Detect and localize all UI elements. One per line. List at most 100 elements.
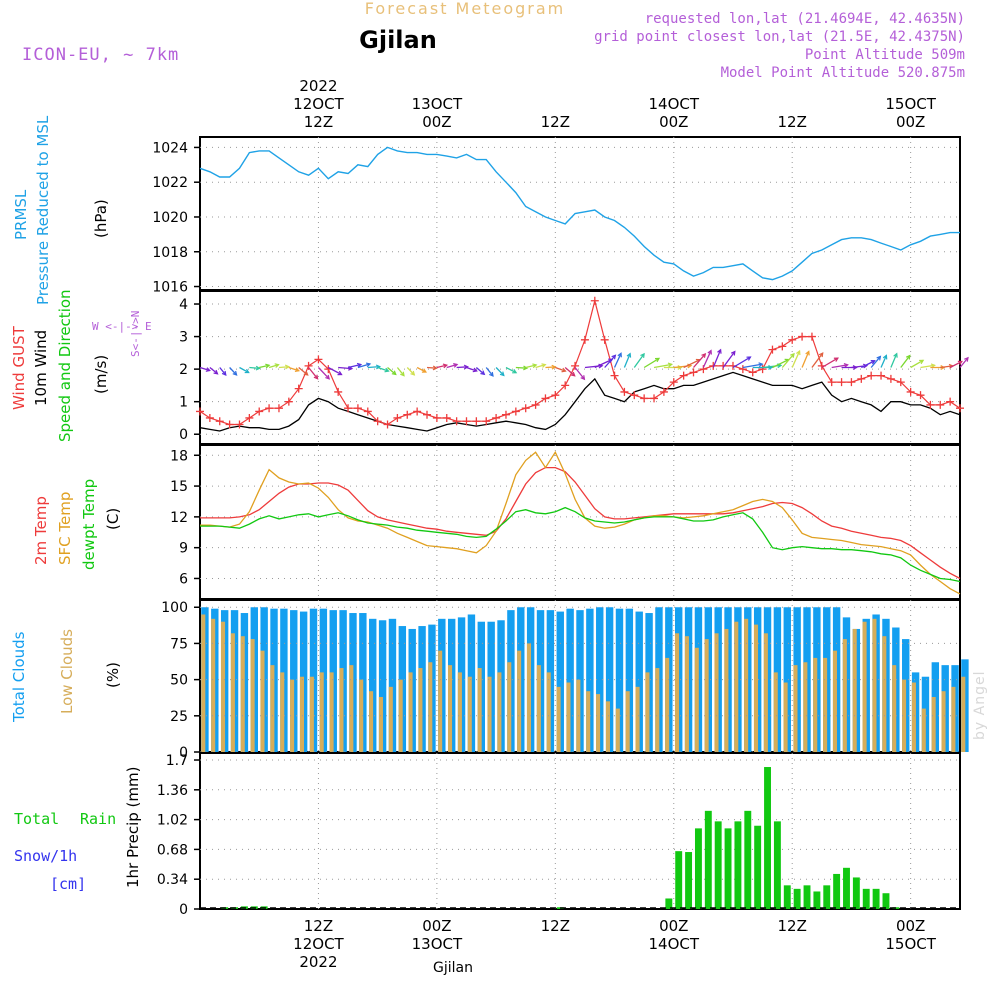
low-cloud-bar (951, 686, 956, 752)
y-tick-label: 1.7 (166, 753, 188, 769)
wind-arrow (288, 366, 300, 372)
wind-arrow-head (964, 356, 969, 362)
precip-grid (200, 753, 960, 909)
low-cloud-bar (734, 621, 739, 752)
wind-arrow (475, 367, 485, 375)
bottom-time-label: 2022 (299, 953, 337, 971)
low-cloud-bar (625, 691, 630, 752)
wind-arrow-head (421, 368, 428, 373)
gust-marker (314, 355, 323, 364)
gust-marker (452, 417, 461, 426)
gust-marker (432, 413, 441, 422)
top-time-label: 00Z (659, 113, 688, 131)
wind-arrow-head (303, 371, 309, 376)
wind-arrow (387, 367, 397, 375)
y-tick-label: 1.36 (157, 783, 188, 799)
top-time-label: 13OCT (412, 95, 463, 113)
wind-arrow-head (707, 349, 712, 355)
low-cloud-bar (230, 633, 235, 752)
precip-bar (813, 891, 821, 909)
gust-marker (748, 368, 757, 377)
low-cloud-bar (793, 665, 798, 752)
low-cloud-bar (507, 662, 512, 752)
y-tick-label: 12 (170, 510, 188, 526)
low-cloud-bar (526, 643, 532, 752)
low-cloud-bar (645, 672, 650, 752)
gust-marker (650, 394, 659, 403)
wind-arrow (949, 360, 963, 369)
total-cloud-bar (615, 608, 624, 752)
low-cloud-bar (704, 639, 709, 752)
low-cloud-bar (586, 691, 591, 752)
y-tick-label: 6 (179, 571, 188, 587)
clouds-bars (201, 607, 969, 752)
top-time-label: 12Z (304, 113, 333, 131)
y-tick-label: 100 (161, 600, 188, 616)
wind-arrow (328, 366, 342, 376)
low-cloud-bar (270, 665, 275, 752)
total-cloud-bar (596, 607, 604, 752)
precip-ticks: 0 0.34 0.68 1.02 1.36 1.7 (157, 753, 200, 918)
point-altitude: Point Altitude 509m (805, 47, 965, 63)
wind-arrow (683, 359, 701, 369)
dewpt-temp-label: dewpt Temp (80, 479, 98, 570)
low-cloud-bar (329, 672, 334, 752)
precip-bar (704, 810, 712, 909)
gust-marker (827, 378, 836, 387)
wind-arrow (317, 367, 330, 380)
low-cloud-bar (250, 639, 255, 752)
wind-arrow (613, 353, 622, 368)
gust-marker (689, 368, 698, 377)
wind-arrow-head (617, 352, 622, 358)
low-cloud-bar (941, 691, 946, 752)
wind-arrow-head (384, 367, 390, 373)
total-cloud-bar (388, 618, 397, 752)
wind-arrow-head (611, 354, 617, 360)
low-cloud-bar (842, 639, 847, 752)
clouds-unit: (%) (104, 662, 122, 688)
wind-arrow-head (541, 363, 547, 368)
low-cloud-bar (438, 650, 443, 752)
gust-marker (205, 413, 214, 422)
wind-arrow (338, 366, 352, 370)
total-cloud-bar (625, 608, 634, 752)
precip-bar (803, 885, 811, 909)
low-cloud-bar (665, 657, 670, 752)
wind-arrow (426, 366, 437, 369)
watermark: by Angel (972, 671, 988, 740)
wind-arrow-head (551, 364, 557, 370)
y-tick-label: 1018 (152, 245, 188, 261)
wind-arrow (535, 364, 546, 369)
bottom-time-label: 00Z (659, 917, 688, 935)
low-clouds-label: Low Clouds (58, 629, 76, 714)
wind-arrow (791, 350, 801, 368)
gust-marker (442, 413, 451, 422)
wind-ticks: 0 1 2 3 4 (179, 297, 200, 443)
wind-arrow-head (453, 363, 459, 368)
low-cloud-bar (744, 618, 749, 752)
low-cloud-bar (388, 686, 393, 752)
precip-bar (665, 898, 673, 909)
wind-arrow (861, 360, 875, 369)
gust-marker (501, 410, 510, 419)
gust-marker (837, 378, 846, 387)
temperature-grid (200, 445, 960, 599)
wind-arrow-head (221, 370, 227, 376)
gust-marker (225, 420, 234, 429)
wind-arrow-head (337, 370, 343, 376)
wind-arrow-head (677, 365, 683, 370)
top-time-label: 12OCT (293, 95, 344, 113)
low-cloud-bar (418, 668, 423, 752)
low-cloud-bar (605, 701, 610, 752)
wind-arrow (396, 367, 405, 377)
prmsl-label: PRMSL (12, 189, 30, 240)
wind-arrow (702, 350, 712, 368)
gust-marker (413, 407, 422, 416)
wind-arrow-head (626, 352, 632, 358)
gust-marker (778, 342, 787, 351)
precip-bars (221, 767, 900, 909)
low-cloud-bar (931, 696, 936, 752)
wind-arrow-head (580, 375, 586, 381)
low-cloud-bar (724, 628, 729, 752)
y-tick-label: 4 (179, 297, 188, 313)
